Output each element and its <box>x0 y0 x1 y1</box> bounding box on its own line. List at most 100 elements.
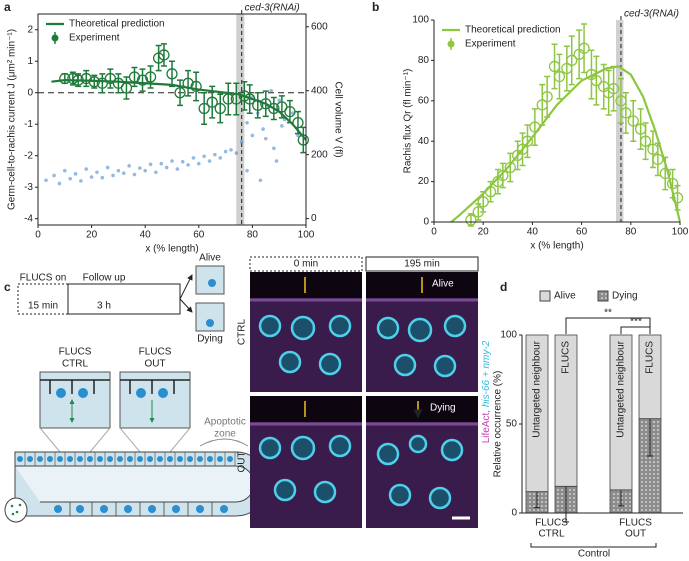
scatter-point <box>280 124 284 128</box>
legend-label: Experiment <box>465 39 516 50</box>
error-bar <box>217 93 224 124</box>
outcome-label: Dying <box>197 334 223 345</box>
legend-swatch <box>51 34 59 42</box>
data-point <box>627 115 639 127</box>
group-label: FLUCS <box>535 518 568 529</box>
scatter-point <box>132 172 137 177</box>
axis <box>37 13 307 226</box>
scatter-point <box>218 156 223 160</box>
x-tick-label: 100 <box>672 227 689 238</box>
y-tick-label: 50 <box>506 419 518 430</box>
bar-segment <box>525 334 549 493</box>
error-bar <box>155 44 162 72</box>
data-point <box>174 87 186 99</box>
scatter-point <box>191 156 196 160</box>
timeline-label: 15 min <box>28 301 58 312</box>
y-tick-label: 2 <box>27 24 33 35</box>
timeline-label: Follow up <box>83 273 126 284</box>
scatter-point <box>127 164 131 168</box>
data-point <box>144 71 157 83</box>
group-bracket <box>530 543 657 548</box>
data-point <box>541 91 553 103</box>
error-bar <box>107 68 114 89</box>
data-point <box>590 74 603 87</box>
error-bar <box>622 91 629 134</box>
error-bar <box>233 82 240 116</box>
bar-label: Untargeted neighbour <box>616 340 627 437</box>
image-label: Dying <box>430 403 456 414</box>
panel-label: b <box>372 0 379 14</box>
error-bar <box>563 45 570 92</box>
error-bar <box>539 83 546 126</box>
legend-label: Theoretical prediction <box>465 25 561 36</box>
error-bar <box>467 213 474 227</box>
panel-label: a <box>4 0 11 14</box>
time-header <box>365 256 479 272</box>
x-tick-label: 80 <box>625 227 637 238</box>
error-bar <box>185 69 192 97</box>
timeline: FLUCS on 15 min Follow up 3 h Alive Dyin… <box>17 253 225 345</box>
legend-label: Theoretical prediction <box>69 19 165 30</box>
image-label: Alive <box>432 279 454 290</box>
cell-icon <box>206 319 214 327</box>
x-axis-label: x (% length) <box>530 241 583 252</box>
data-point <box>268 102 280 115</box>
sperm <box>10 503 22 516</box>
scatter-point <box>52 173 56 178</box>
cell-arrow <box>304 277 422 417</box>
data-point <box>671 192 684 204</box>
y-tick-label: 100 <box>500 330 517 341</box>
data-point <box>639 135 652 147</box>
y-tick-label: 0 <box>27 87 33 98</box>
y-tick-label: 1 <box>27 56 33 67</box>
prediction-line <box>450 65 682 223</box>
y-tick-label: 60 <box>418 95 430 106</box>
scatter-point <box>239 140 244 144</box>
inset <box>39 371 111 429</box>
x-tick-label: 60 <box>193 230 205 241</box>
timeline-label: FLUCS on <box>20 273 67 284</box>
y2-axis-label: Cell volume V (fl) <box>332 81 343 157</box>
error-bar <box>593 55 600 106</box>
zone-label: zone <box>214 429 236 440</box>
group-label: FLUCS <box>619 518 652 529</box>
scatter-point <box>258 178 263 183</box>
row-label: CTRL <box>237 319 248 346</box>
y2-tick-label: 200 <box>311 149 328 160</box>
scatter-point <box>138 166 142 170</box>
background <box>250 272 362 298</box>
data-point <box>59 72 71 85</box>
significance: ** *** Control <box>530 308 657 560</box>
scatter-point <box>197 161 201 166</box>
cell-walls <box>69 502 213 516</box>
scatter-point <box>264 136 268 141</box>
panel-label: d <box>500 280 507 294</box>
data-point <box>297 134 309 146</box>
annotation: ced-3(RNAi) <box>624 9 679 20</box>
scatter-point <box>296 133 300 138</box>
error-bar <box>300 126 307 154</box>
legend-label: Experiment <box>69 33 120 44</box>
bar-segment <box>609 334 633 491</box>
x-tick-label: 0 <box>431 227 437 238</box>
scatter-point <box>213 152 217 157</box>
legend-label: Alive <box>554 291 576 302</box>
inset <box>119 371 191 429</box>
data-point <box>166 68 178 80</box>
y2-tick-label: 400 <box>311 85 328 96</box>
error-bar <box>193 71 200 102</box>
scatter-point <box>154 170 158 175</box>
scatter-point <box>234 151 239 155</box>
y-axis-label: Germ-cell-to-rachis current J (μm² min⁻¹… <box>7 29 18 210</box>
scatter-point <box>186 163 190 167</box>
error-bar <box>225 82 232 116</box>
bar-label: FLUCS <box>645 341 656 374</box>
timeline-label: 3 h <box>97 301 111 312</box>
y-tick-label: 80 <box>418 55 430 66</box>
scatter-point <box>121 171 126 176</box>
scatter-point <box>261 127 265 131</box>
outcome-icon <box>195 302 225 332</box>
time-label: 0 min <box>294 259 318 270</box>
condition-label: FLUCS <box>139 347 172 358</box>
